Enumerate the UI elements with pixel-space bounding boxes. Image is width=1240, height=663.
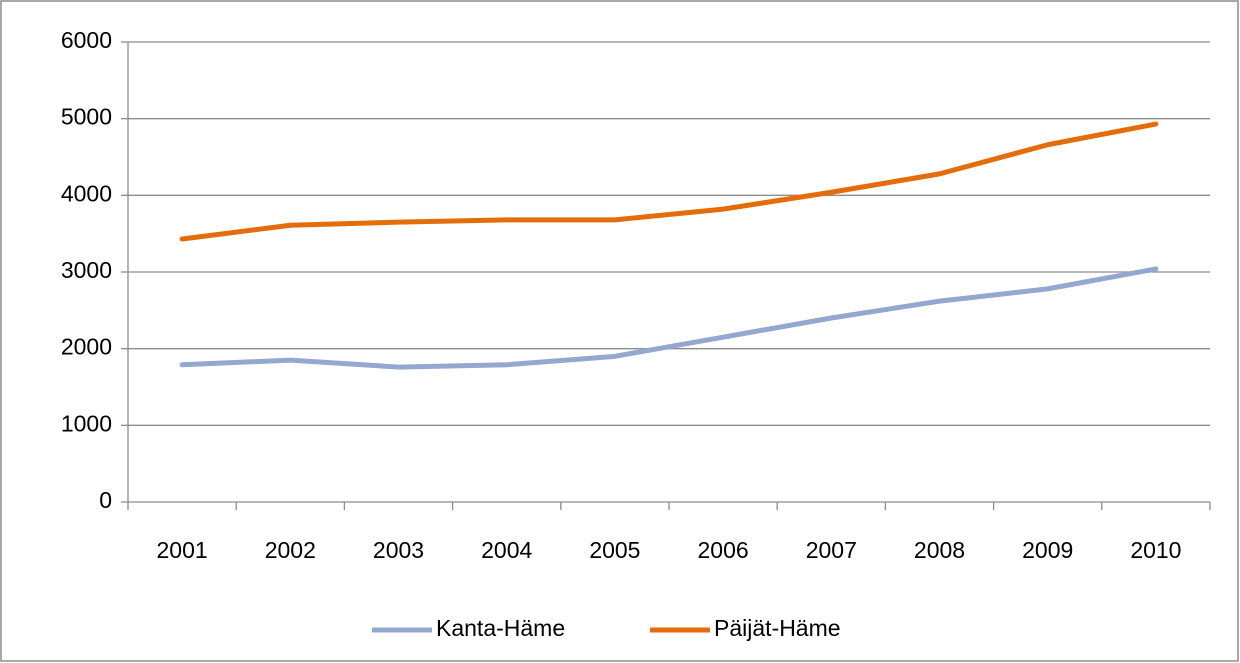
y-tick-label: 2000 [61, 334, 112, 360]
y-tick-label: 4000 [61, 180, 112, 206]
series-line [179, 121, 1159, 242]
x-tick-label: 2006 [698, 537, 749, 563]
x-tick-label: 2008 [914, 537, 965, 563]
x-tick-label: 2002 [265, 537, 316, 563]
y-tick-label: 0 [99, 487, 112, 513]
y-tick-label: 6000 [61, 27, 112, 53]
y-tick-label: 5000 [61, 104, 112, 130]
x-tick-label: 2004 [481, 537, 532, 563]
legend-label: Päijät-Häme [714, 615, 841, 641]
series-line [179, 266, 1159, 370]
x-tick-label: 2010 [1130, 537, 1181, 563]
y-tick-label: 1000 [61, 410, 112, 436]
x-tick-label: 2005 [589, 537, 640, 563]
legend-label: Kanta-Häme [436, 615, 565, 641]
x-tick-label: 2007 [806, 537, 857, 563]
x-tick-label: 2001 [157, 537, 208, 563]
y-tick-label: 3000 [61, 257, 112, 283]
x-tick-label: 2009 [1022, 537, 1073, 563]
x-tick-label: 2003 [373, 537, 424, 563]
